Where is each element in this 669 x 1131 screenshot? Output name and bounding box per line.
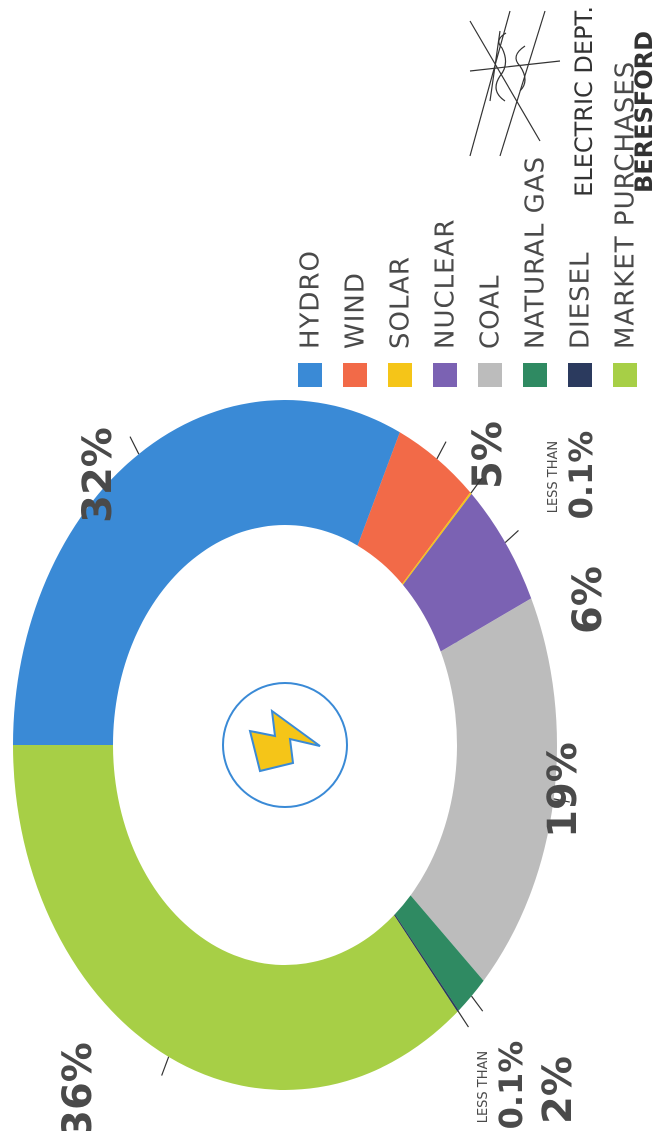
leader-line (162, 1057, 169, 1076)
legend-label: DIESEL (566, 251, 596, 349)
lineworker-sketch (470, 11, 560, 156)
value-label: 6% (565, 566, 611, 634)
value-label: LESS THAN 0.1% (546, 431, 601, 520)
value-label: 5% (465, 421, 511, 489)
value-label: 36% (55, 1042, 101, 1131)
chart-subtitle: ELECTRIC DEPT. (570, 6, 598, 197)
donut-segment (13, 400, 400, 745)
legend-label: SOLAR (386, 256, 416, 349)
legend-label: MARKET PURCHASES (611, 61, 641, 349)
chart: BERESFORD ELECTRIC DEPT. 32%5%LESS THAN … (0, 0, 669, 1131)
value-label: 32% (75, 427, 121, 523)
legend-swatch (478, 363, 502, 387)
legend-label: COAL (476, 275, 506, 349)
page: BERESFORD ELECTRIC DEPT. 32%5%LESS THAN … (0, 0, 669, 1131)
center-icon (85, 601, 484, 891)
legend-swatch (613, 363, 637, 387)
value-label: LESS THAN 0.1% (476, 1041, 531, 1130)
legend-label: NATURAL GAS (521, 156, 551, 349)
legend-swatch (388, 363, 412, 387)
legend-swatch (298, 363, 322, 387)
legend-swatch (568, 363, 592, 387)
leader-line (505, 530, 518, 542)
legend-label: HYDRO (296, 250, 326, 349)
donut-segment (13, 745, 457, 1090)
value-label: 2% (535, 1056, 581, 1124)
legend-swatch (343, 363, 367, 387)
leader-line (472, 996, 483, 1011)
legend-swatch (523, 363, 547, 387)
legend-label: NUCLEAR (431, 219, 461, 349)
legend-label: WIND (341, 272, 371, 349)
leader-line (437, 442, 446, 459)
leader-line (130, 437, 139, 454)
leader-line (458, 1011, 468, 1027)
rotated-chart: BERESFORD ELECTRIC DEPT. 32%5%LESS THAN … (13, 6, 658, 1131)
legend-swatch (433, 363, 457, 387)
value-label: 19% (540, 742, 586, 838)
